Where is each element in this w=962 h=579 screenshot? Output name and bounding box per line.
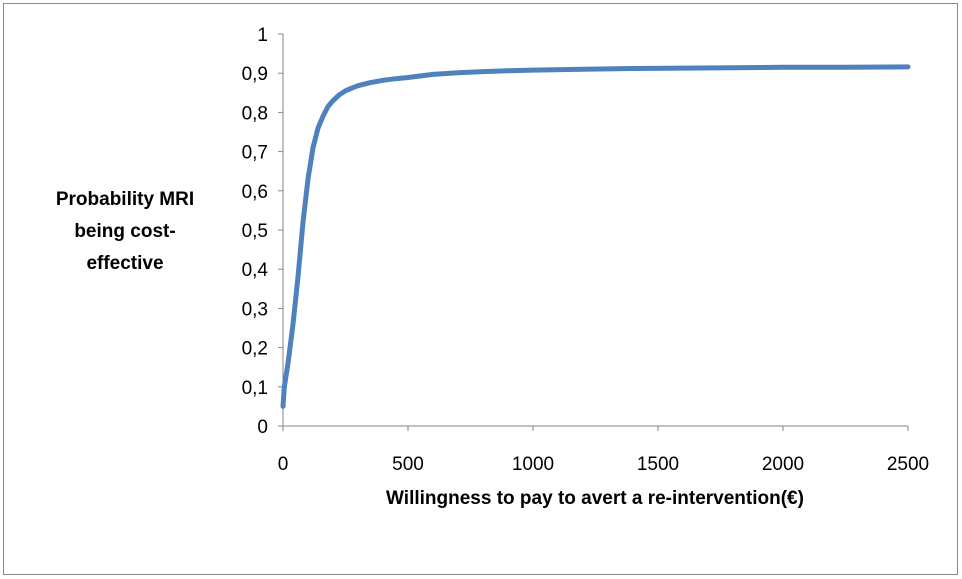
y-tick-label: 0,1 <box>242 378 268 399</box>
y-tick-label: 0,5 <box>242 221 268 242</box>
y-tick-label: 0,2 <box>242 339 268 360</box>
x-tick-label: 2000 <box>762 454 804 475</box>
x-tick-label: 1500 <box>637 454 679 475</box>
y-axis-title-line-1: Probability MRI <box>56 189 194 210</box>
y-axis-title-line-3: effective <box>86 253 163 274</box>
chart-frame: Probability MRI being cost- effective Wi… <box>3 3 958 575</box>
x-tick-label: 0 <box>278 454 289 475</box>
x-tick-label: 2500 <box>887 454 929 475</box>
y-tick-label: 0 <box>257 417 268 438</box>
y-tick-label: 1 <box>257 25 268 46</box>
y-tick-label: 0,9 <box>242 64 268 85</box>
series-line <box>280 64 911 409</box>
x-tick-label: 1000 <box>512 454 554 475</box>
y-tick-label: 0,4 <box>242 260 269 281</box>
x-axis-title: Willingness to pay to avert a re-interve… <box>386 488 804 509</box>
y-axis-title: Probability MRI being cost- effective <box>56 189 194 274</box>
x-tick-label: 500 <box>392 454 424 475</box>
plot-area: Probability MRI being cost- effective Wi… <box>56 25 929 509</box>
y-axis-title-line-2: being cost- <box>74 221 175 242</box>
y-tick-label: 0,8 <box>242 103 268 124</box>
y-tick-label: 0,7 <box>242 143 268 164</box>
y-tick-label: 0,3 <box>242 299 268 320</box>
y-tick-label: 0,6 <box>242 182 268 203</box>
